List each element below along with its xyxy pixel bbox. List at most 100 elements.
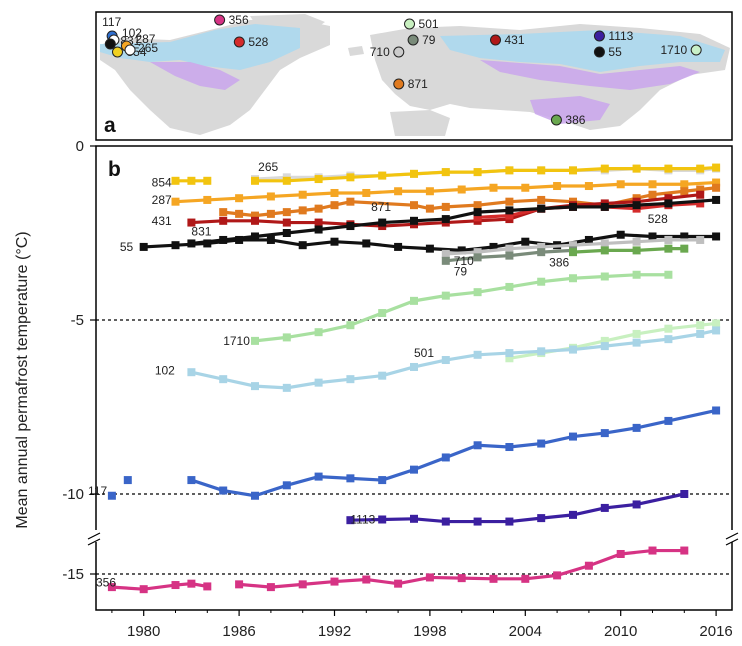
data-point	[600, 164, 609, 173]
axis-break-marks	[87, 530, 739, 546]
site-marker-265: 265	[124, 41, 158, 56]
panel-b-letter: b	[108, 158, 121, 181]
data-point	[553, 571, 562, 580]
data-point	[680, 180, 689, 189]
data-point	[187, 368, 196, 377]
data-point	[569, 248, 577, 257]
data-point	[537, 347, 546, 356]
data-point	[123, 476, 132, 485]
series-287	[171, 178, 721, 206]
data-point	[600, 239, 609, 248]
series-label: 831	[191, 224, 211, 238]
data-point	[441, 256, 450, 265]
data-point	[537, 248, 546, 257]
data-point	[441, 202, 450, 211]
site-dot	[593, 46, 605, 58]
x-tick-label: 1986	[222, 623, 255, 640]
data-point	[346, 197, 355, 206]
data-point	[187, 218, 196, 227]
data-point	[712, 183, 721, 192]
data-point	[266, 583, 275, 592]
site-dot	[393, 78, 405, 90]
data-point	[362, 188, 371, 197]
data-point	[394, 187, 403, 196]
data-point	[282, 229, 291, 237]
data-point	[314, 218, 323, 227]
data-point	[632, 500, 641, 509]
data-point	[648, 180, 657, 189]
series-label: 265	[258, 160, 278, 174]
series-1710	[251, 270, 673, 345]
site-dot	[214, 14, 226, 26]
site-marker-831: 831	[104, 34, 141, 50]
series-831	[187, 195, 721, 248]
series-label: 79	[454, 264, 468, 278]
data-point	[330, 188, 339, 197]
data-point	[616, 180, 625, 189]
y-tick-label: -10	[62, 486, 84, 503]
data-point	[139, 242, 148, 251]
data-point	[282, 208, 291, 217]
series-label: 287	[152, 193, 172, 207]
data-point	[537, 242, 546, 251]
x-tick-label: 2010	[604, 623, 637, 640]
reference-lines	[96, 319, 732, 575]
y-axis-title: Mean annual permafrost temperature (°C)	[14, 231, 31, 528]
series-label: 871	[371, 200, 391, 214]
x-tick-label: 2004	[509, 623, 542, 640]
data-point	[569, 510, 577, 519]
data-point	[314, 378, 323, 387]
data-point	[473, 253, 482, 262]
site-label: 528	[248, 35, 268, 49]
data-point	[282, 383, 291, 392]
data-point	[330, 237, 339, 246]
data-point	[712, 163, 721, 172]
data-point	[569, 274, 577, 283]
data-point	[441, 453, 450, 462]
data-point	[394, 242, 403, 251]
series-117-b	[123, 476, 132, 485]
series-117-a	[107, 491, 116, 500]
data-point	[314, 175, 323, 184]
data-point	[171, 176, 180, 185]
data-point	[346, 222, 355, 231]
data-point	[219, 235, 228, 244]
data-point	[219, 486, 228, 495]
data-point	[251, 491, 259, 500]
data-point	[664, 164, 673, 173]
data-point	[298, 206, 307, 215]
data-point	[346, 474, 355, 483]
data-point	[473, 208, 482, 217]
data-point	[410, 169, 418, 178]
site-marker-1113: 1113	[593, 29, 634, 43]
data-point	[696, 190, 705, 199]
data-point	[410, 216, 418, 225]
x-tick-label: 1992	[318, 623, 351, 640]
data-point	[648, 232, 657, 241]
data-point	[584, 561, 593, 570]
data-point	[600, 246, 609, 255]
data-point	[712, 406, 721, 415]
site-label: 386	[565, 113, 585, 127]
data-point	[378, 309, 387, 318]
data-point	[664, 199, 673, 208]
data-point	[489, 183, 498, 192]
site-dot	[593, 30, 605, 42]
data-point	[441, 517, 450, 526]
panel-a-letter: a	[104, 114, 116, 137]
site-dot	[104, 38, 116, 50]
series-102	[187, 326, 721, 392]
data-point	[505, 251, 514, 260]
chart-frame	[95, 145, 733, 611]
data-point	[107, 583, 116, 592]
data-point	[521, 574, 530, 583]
y-tick-label: -15	[62, 566, 84, 583]
site-marker-501: 501	[404, 17, 439, 31]
data-point	[473, 288, 482, 297]
data-point	[505, 282, 514, 291]
data-point	[378, 371, 387, 380]
data-point	[632, 270, 641, 279]
series-label: 501	[414, 346, 434, 360]
data-point	[314, 328, 323, 337]
